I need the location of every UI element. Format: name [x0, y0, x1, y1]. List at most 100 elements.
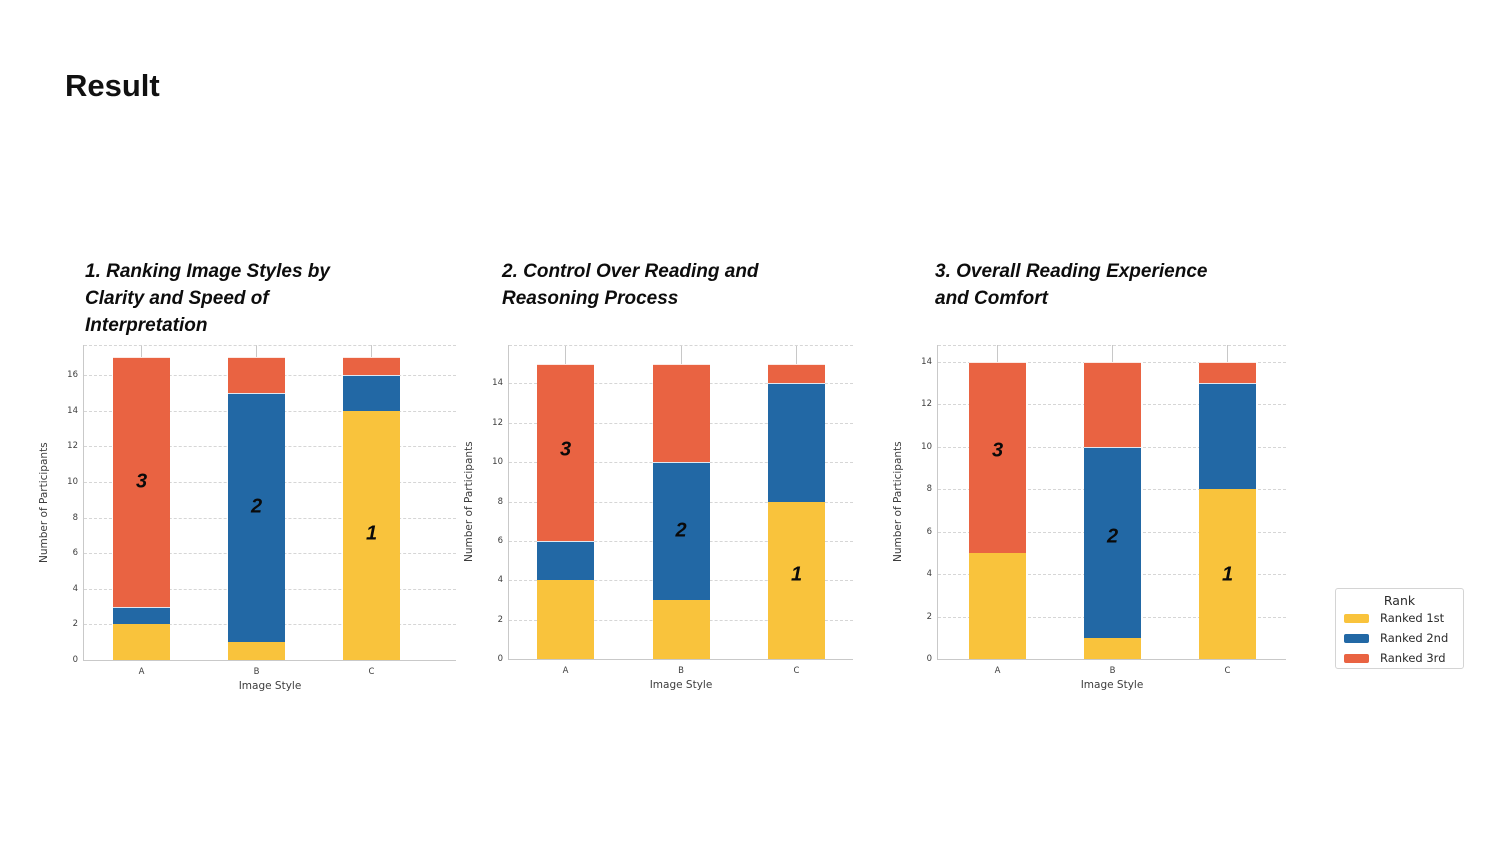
y-axis-label: Number of Participants: [38, 442, 50, 563]
bar-segment-c-ranked-1st: [1199, 489, 1256, 659]
x-axis-label: Image Style: [238, 680, 302, 692]
y-tick-label-10: 10: [492, 457, 503, 468]
x-tick-label-A: A: [138, 667, 145, 677]
bar-segment-b-ranked-3rd: [228, 357, 285, 394]
legend-swatch-ranked-3rd: [1344, 654, 1369, 663]
y-tick-label-12: 12: [67, 441, 78, 452]
y-tick-label-2: 2: [497, 614, 503, 625]
bar-segment-c-ranked-3rd: [343, 357, 400, 376]
bar-segment-c-ranked-1st: [768, 501, 825, 659]
chart-title-line: Interpretation: [85, 315, 208, 336]
legend-swatch-ranked-2nd: [1344, 634, 1369, 643]
legend-item-ranked-3rd: Ranked 3rd: [1336, 648, 1463, 668]
chart-1-plot: 0 2 4 6 8 10 12 14 16 3 2 1 A B C Image Style Number of …: [38, 345, 456, 692]
chart-2-plot: 0 2 4 6 8 10 12 14 3 2 1 A B C Image Style Number of Pa…: [463, 345, 853, 691]
rank-annotation-2: 2: [675, 519, 687, 542]
bar-segment-a-ranked-3rd: [113, 357, 170, 607]
x-axis-label: Image Style: [1080, 679, 1144, 691]
legend-item-ranked-1st: Ranked 1st: [1336, 608, 1463, 628]
legend-label: Ranked 3rd: [1380, 651, 1446, 665]
bar-segment-b-ranked-1st: [228, 642, 285, 660]
y-tick-label-14: 14: [492, 378, 503, 389]
x-tick-label-B: B: [253, 667, 260, 677]
y-tick-label-2: 2: [72, 619, 78, 630]
chart-title-line: Reasoning Process: [502, 288, 679, 309]
bar-segment-c-ranked-3rd: [768, 363, 825, 384]
y-tick-label-0: 0: [497, 654, 503, 664]
legend-item-ranked-2nd: Ranked 2nd: [1336, 628, 1463, 648]
x-tick-label-A: A: [562, 666, 569, 676]
chart-1-title: 1. Ranking Image Styles by Clarity and Sp…: [85, 258, 330, 339]
bar-segment-b-ranked-1st: [1084, 637, 1141, 659]
bar-segment-b-ranked-2nd: [228, 393, 285, 643]
y-tick-label-4: 4: [497, 575, 503, 586]
chart-title-line: and Comfort: [935, 288, 1048, 309]
y-tick-label-14: 14: [67, 405, 78, 416]
y-tick-label-6: 6: [497, 535, 503, 546]
bar-segment-a-ranked-1st: [537, 580, 594, 659]
x-tick-label-C: C: [793, 666, 800, 676]
rank-annotation-1: 1: [790, 563, 803, 586]
bar-segment-c-ranked-2nd: [768, 383, 825, 502]
x-tick-label-A: A: [994, 666, 1001, 676]
y-tick-label-12: 12: [492, 417, 503, 428]
y-tick-label-10: 10: [67, 477, 78, 488]
chart-title-line: 3. Overall Reading Experience: [935, 261, 1208, 282]
chart-3-title: 3. Overall Reading Experience and Comfort: [935, 258, 1207, 312]
y-tick-label-6: 6: [926, 526, 932, 537]
y-tick-label-16: 16: [67, 370, 78, 381]
bar-segment-b-ranked-3rd: [1084, 361, 1141, 447]
rank-annotation-1: 1: [1221, 563, 1234, 586]
legend-swatch-ranked-1st: [1344, 614, 1369, 623]
bar-segment-a-ranked-3rd: [537, 363, 594, 541]
y-tick-label-8: 8: [497, 496, 503, 507]
rank-annotation-3: 3: [135, 470, 148, 493]
bar-segment-a-ranked-3rd: [969, 361, 1026, 553]
rank-annotation-3: 3: [991, 439, 1004, 462]
y-tick-label-10: 10: [921, 441, 932, 452]
legend: Rank Ranked 1st Ranked 2nd Ranked 3rd: [1335, 588, 1464, 669]
plot-top-gridline: [509, 345, 853, 346]
chart-title-line: 1. Ranking Image Styles by: [85, 261, 330, 282]
x-axis-label: Image Style: [649, 679, 713, 691]
bar-segment-c-ranked-3rd: [1199, 362, 1256, 384]
y-axis-label: Number of Participants: [463, 441, 475, 563]
y-tick-label-4: 4: [72, 583, 78, 594]
rank-annotation-2: 2: [1106, 525, 1119, 548]
y-tick-label-8: 8: [926, 484, 932, 495]
chart-3-plot: 0 2 4 6 8 10 12 14 3 2 1 A B C Image Style Number of Pa…: [892, 345, 1286, 691]
bar-segment-b-ranked-2nd: [1084, 446, 1141, 638]
y-tick-label-2: 2: [926, 611, 932, 622]
chart-title-line: Clarity and Speed of: [85, 288, 269, 309]
page-title: Result: [65, 68, 160, 103]
y-tick-label-0: 0: [926, 654, 932, 664]
bar-segment-b-ranked-1st: [652, 599, 710, 659]
x-tick-label-B: B: [678, 666, 684, 676]
y-tick-label-14: 14: [921, 356, 932, 367]
y-tick-label-8: 8: [72, 512, 78, 523]
rank-annotation-3: 3: [559, 438, 572, 461]
x-tick-label-B: B: [1109, 666, 1116, 676]
bar-segment-c-ranked-2nd: [343, 375, 400, 411]
bar-segment-b-ranked-2nd: [652, 462, 710, 600]
chart-2-title: 2. Control Over Reading and Reasoning Pro…: [502, 258, 759, 312]
bar-segment-a-ranked-2nd: [537, 540, 594, 581]
bar-segment-a-ranked-1st: [113, 624, 170, 660]
legend-items: Ranked 1st Ranked 2nd Ranked 3rd: [1336, 608, 1463, 668]
x-tick-label-C: C: [1224, 666, 1231, 676]
legend-title: Rank: [1383, 593, 1416, 608]
plot-top-gridline: [84, 345, 456, 346]
rank-annotation-2: 2: [250, 495, 263, 518]
legend-label: Ranked 2nd: [1380, 631, 1449, 645]
y-tick-label-12: 12: [921, 399, 932, 410]
bar-segment-c-ranked-1st: [343, 410, 400, 660]
bar-segment-a-ranked-1st: [969, 552, 1026, 659]
y-tick-label-4: 4: [926, 569, 932, 580]
chart-title-line: 2. Control Over Reading and: [502, 261, 759, 282]
y-axis-label: Number of Participants: [892, 441, 904, 563]
bar-segment-a-ranked-2nd: [113, 606, 170, 625]
rank-annotation-1: 1: [365, 522, 378, 545]
bar-segment-c-ranked-2nd: [1199, 383, 1256, 490]
y-tick-label-6: 6: [72, 548, 78, 559]
